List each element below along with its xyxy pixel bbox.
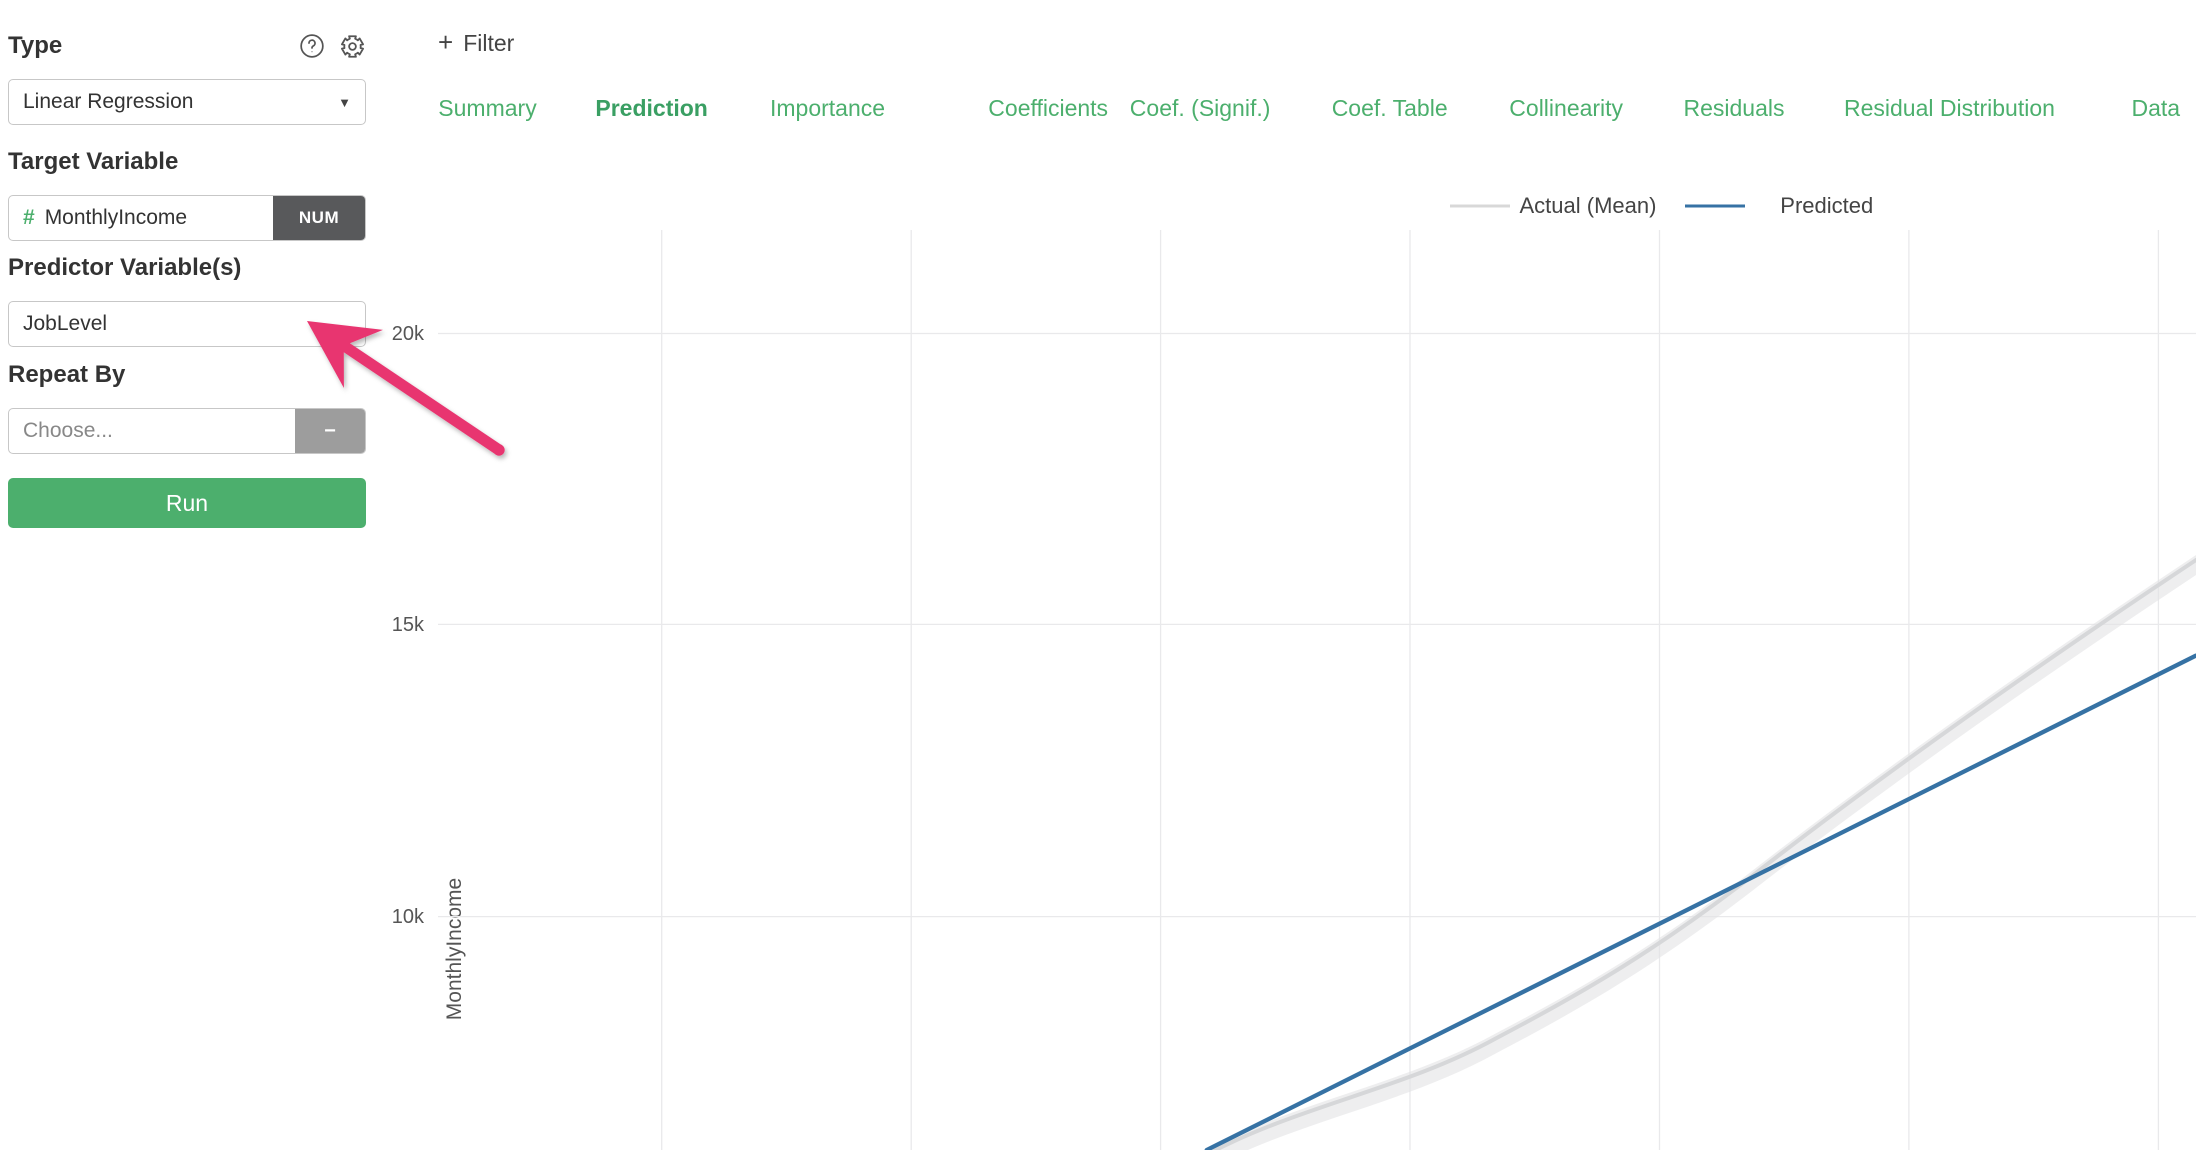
svg-text:20k: 20k <box>392 323 425 345</box>
svg-text:10k: 10k <box>392 906 425 928</box>
svg-text:15k: 15k <box>392 614 425 636</box>
